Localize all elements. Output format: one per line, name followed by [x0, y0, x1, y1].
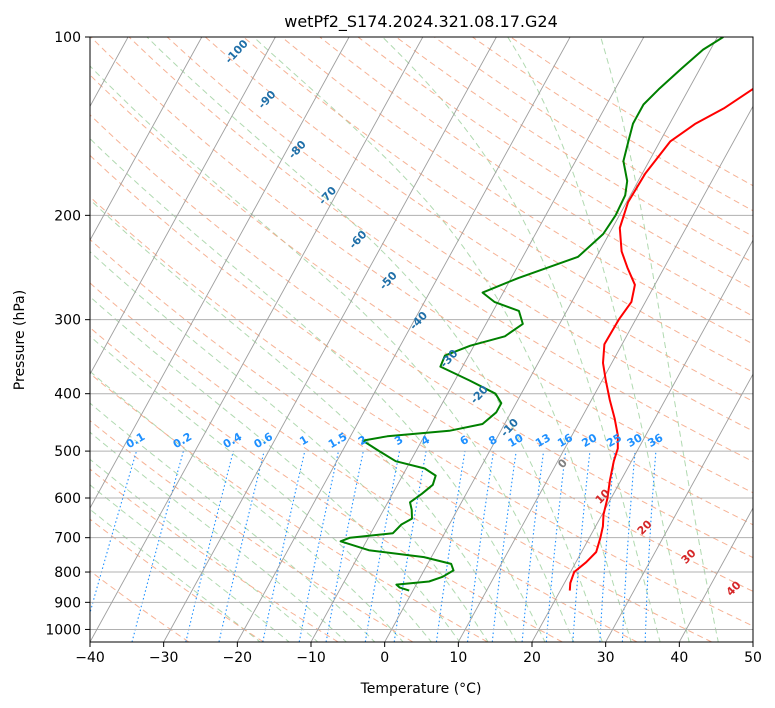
y-tick-label: 300 — [54, 313, 81, 329]
y-axis-label: Pressure (hPa) — [12, 290, 28, 390]
isotherm-line — [90, 37, 424, 642]
mixing-ratio-line — [572, 451, 591, 642]
isotherm-line — [163, 37, 497, 642]
dry-adiabat — [90, 468, 339, 642]
moist-adiabat — [90, 251, 489, 642]
y-tick-label: 200 — [54, 208, 81, 224]
temperature-line — [568, 87, 753, 591]
moist-adiabat — [90, 296, 461, 642]
plot-area — [90, 37, 753, 642]
isotherm-line — [90, 37, 203, 242]
pressure-grid — [90, 37, 753, 630]
mixing-ratio-line — [466, 451, 495, 642]
dry-adiabat — [90, 372, 488, 642]
y-tick-label: 700 — [54, 531, 81, 547]
dry-adiabat — [90, 282, 638, 642]
dry-adiabat — [204, 37, 753, 402]
dry-adiabat — [319, 37, 753, 317]
y-tick-label: 900 — [54, 595, 81, 611]
x-tick-label: 50 — [744, 650, 762, 666]
moist-adiabat — [90, 65, 575, 642]
mixing-ratio-line — [491, 451, 517, 642]
dry-adiabat — [90, 238, 712, 642]
dry-adiabat — [243, 37, 753, 373]
dry-adiabat — [357, 37, 753, 290]
moist-adiabats — [90, 37, 719, 642]
moist-adiabat — [146, 37, 603, 642]
y-tick-label: 100 — [54, 30, 81, 46]
moist-adiabat — [90, 137, 546, 642]
mixing-ratio-line — [262, 450, 306, 642]
isotherms — [90, 37, 753, 642]
isotherm-line — [90, 37, 276, 376]
y-axis-ticks: 100 200 300 400 500 600 700 800 900 1000 — [45, 30, 90, 638]
series-lines — [339, 37, 753, 592]
y-tick-label: 500 — [54, 444, 81, 460]
isotherm-line — [90, 37, 350, 509]
dry-adiabat — [90, 74, 753, 526]
x-tick-label: 20 — [523, 650, 541, 666]
mixing-ratio-line — [435, 451, 466, 642]
mixing-ratio-line — [90, 450, 138, 615]
moist-adiabat — [382, 37, 661, 642]
dry-adiabat — [90, 327, 563, 642]
isotherm-line — [236, 37, 571, 642]
dewpoint-line — [339, 37, 724, 592]
x-tick-label: −40 — [75, 650, 105, 666]
moist-adiabat — [507, 37, 690, 642]
x-tick-label: 40 — [670, 650, 688, 666]
isotherm-line — [457, 105, 753, 642]
moist-adiabat — [600, 37, 719, 642]
y-tick-label: 1000 — [45, 622, 81, 638]
dry-adiabat — [90, 154, 753, 592]
y-tick-label: 800 — [54, 565, 81, 581]
moist-adiabat — [90, 508, 262, 642]
isotherm-line — [384, 37, 718, 642]
isotherm-line — [605, 373, 753, 642]
mixing-ratio-line — [521, 451, 545, 642]
y-tick-label: 400 — [54, 387, 81, 403]
moist-adiabat — [253, 37, 632, 642]
plot-frame — [89, 36, 754, 643]
dry-adiabats — [90, 37, 753, 642]
isotherm-line — [678, 507, 753, 642]
x-tick-label: 10 — [449, 650, 467, 666]
mixing-ratio-line — [218, 450, 265, 642]
x-tick-label: −30 — [149, 650, 179, 666]
x-tick-label: 0 — [380, 650, 389, 666]
mixing-ratio-lines — [90, 450, 657, 642]
isotherm-line — [310, 37, 645, 642]
x-tick-label: −10 — [296, 650, 326, 666]
moist-adiabat — [90, 370, 404, 642]
moist-adiabat — [90, 335, 433, 642]
y-tick-label: 600 — [54, 491, 81, 507]
x-tick-label: 30 — [597, 650, 615, 666]
x-axis-ticks: −40 −30 −20 −10 0 10 20 30 40 50 — [75, 642, 762, 666]
isotherm-line — [531, 239, 753, 642]
moist-adiabat — [90, 484, 290, 642]
dry-adiabat — [90, 570, 190, 642]
dry-adiabat — [90, 518, 264, 642]
x-tick-label: −20 — [223, 650, 253, 666]
dry-adiabat — [90, 196, 753, 627]
x-axis-label: Temperature (°C) — [360, 681, 482, 697]
dry-adiabat — [166, 37, 753, 432]
mixing-ratio-line — [185, 450, 234, 642]
mixing-ratio-line — [545, 451, 567, 642]
chart-title: wetPf2_S174.2024.321.08.17.G24 — [284, 12, 558, 32]
